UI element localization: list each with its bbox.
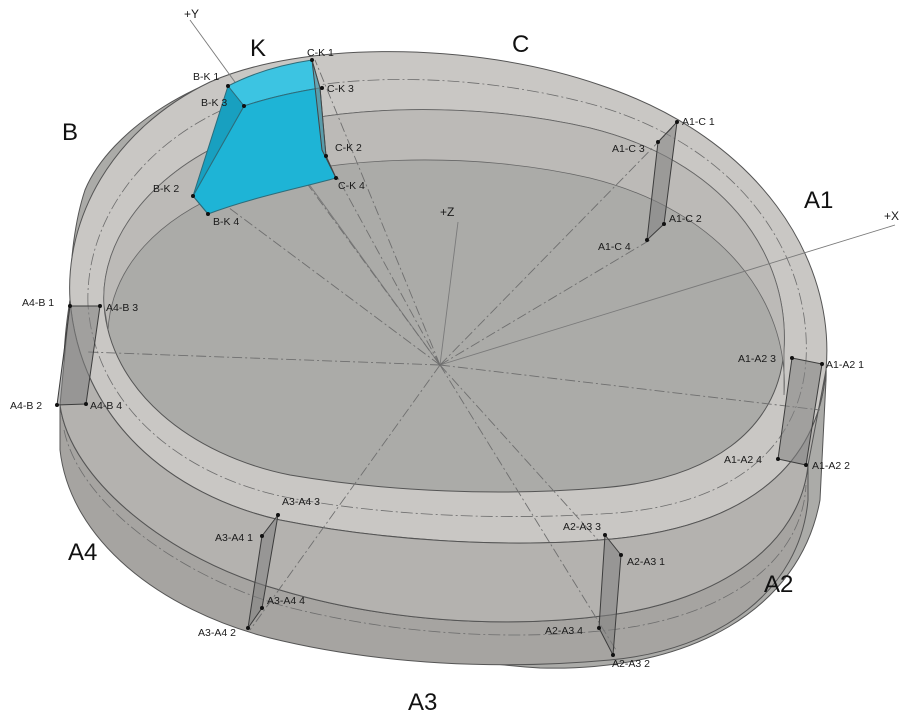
label-a1a23: A1-A2 3 [738, 353, 776, 365]
radial-lines [87, 59, 821, 651]
segment-label-b: B [62, 119, 78, 146]
label-a1a24: A1-A2 4 [724, 454, 762, 466]
marker-a1c2 [662, 222, 666, 226]
coordinate-axes: +Y +X +Z [184, 7, 899, 366]
marker-a4b2 [55, 403, 59, 407]
segment-label-k: K [250, 35, 266, 62]
joints [56, 120, 823, 657]
axis-z-label: +Z [440, 205, 454, 219]
label-a2a34: A2-A3 4 [545, 625, 583, 637]
marker-bk3 [242, 104, 246, 108]
label-ck2: C-K 2 [335, 142, 362, 154]
marker-a2a33 [603, 533, 607, 537]
marker-bk2 [191, 194, 195, 198]
axis-y-label: +Y [184, 7, 199, 21]
segment-k-outer [192, 84, 245, 215]
marker-a1c1 [675, 120, 679, 124]
label-a4b3: A4-B 3 [106, 302, 138, 314]
point-labels: C-K 1 C-K 3 C-K 2 C-K 4 B-K 1 B-K 3 B-K … [10, 47, 864, 670]
segment-k-face [192, 87, 337, 215]
segment-label-a2: A2 [764, 571, 793, 598]
label-a4b2: A4-B 2 [10, 400, 42, 412]
label-a2a32: A2-A3 2 [612, 658, 650, 670]
marker-ck2 [324, 154, 328, 158]
marker-a4b4 [84, 402, 88, 406]
ring-inner-front [59, 299, 827, 623]
marker-a2a31 [619, 553, 623, 557]
marker-bk4 [206, 212, 210, 216]
label-a1c4: A1-C 4 [598, 241, 631, 253]
label-a3a41: A3-A4 1 [215, 532, 253, 544]
label-a1a22: A1-A2 2 [812, 460, 850, 472]
segment-k-joint-c [311, 59, 337, 179]
point-markers [55, 58, 824, 657]
marker-a1c3 [656, 140, 660, 144]
marker-ck3 [320, 86, 324, 90]
label-a2a33: A2-A3 3 [563, 521, 601, 533]
label-a4b1: A4-B 1 [22, 297, 54, 309]
label-ck4: C-K 4 [338, 180, 365, 192]
segment-label-a1: A1 [804, 187, 833, 214]
marker-a1a24 [776, 457, 780, 461]
label-a1a21: A1-A2 1 [826, 359, 864, 371]
segment-k-block [192, 59, 337, 215]
marker-a1a22 [804, 463, 808, 467]
axis-x-label: +X [884, 209, 899, 223]
marker-a3a41 [260, 534, 264, 538]
marker-a1c4 [645, 238, 649, 242]
segment-labels: K C B A1 A4 A2 A3 [62, 31, 833, 716]
marker-bk1 [226, 84, 230, 88]
label-bk4: B-K 4 [213, 216, 239, 228]
label-a2a31: A2-A3 1 [627, 556, 665, 568]
label-a1c1: A1-C 1 [682, 116, 715, 128]
label-a1c2: A1-C 2 [669, 213, 702, 225]
segment-label-a3: A3 [408, 689, 437, 716]
label-ck3: C-K 3 [327, 83, 354, 95]
segment-label-a4: A4 [68, 539, 97, 566]
marker-a3a44 [260, 606, 264, 610]
marker-a3a43 [276, 513, 280, 517]
label-bk1: B-K 1 [193, 71, 219, 83]
label-a3a42: A3-A4 2 [198, 627, 236, 639]
label-ck1: C-K 1 [307, 47, 334, 59]
marker-a4b3 [98, 304, 102, 308]
label-a4b4: A4-B 4 [90, 400, 122, 412]
label-a3a44: A3-A4 4 [267, 595, 305, 607]
marker-a1a23 [790, 356, 794, 360]
ring-midlines [63, 79, 807, 636]
marker-a3a42 [246, 626, 250, 630]
label-a3a43: A3-A4 3 [282, 496, 320, 508]
marker-ck1 [310, 58, 314, 62]
ring-body [59, 51, 828, 669]
label-bk2: B-K 2 [153, 183, 179, 195]
marker-a2a32 [611, 653, 615, 657]
segment-label-c: C [512, 31, 529, 58]
label-a1c3: A1-C 3 [612, 143, 645, 155]
marker-a4b1 [68, 304, 72, 308]
marker-a2a34 [597, 626, 601, 630]
marker-a1a21 [820, 362, 824, 366]
label-bk3: B-K 3 [201, 97, 227, 109]
marker-ck4 [334, 176, 338, 180]
